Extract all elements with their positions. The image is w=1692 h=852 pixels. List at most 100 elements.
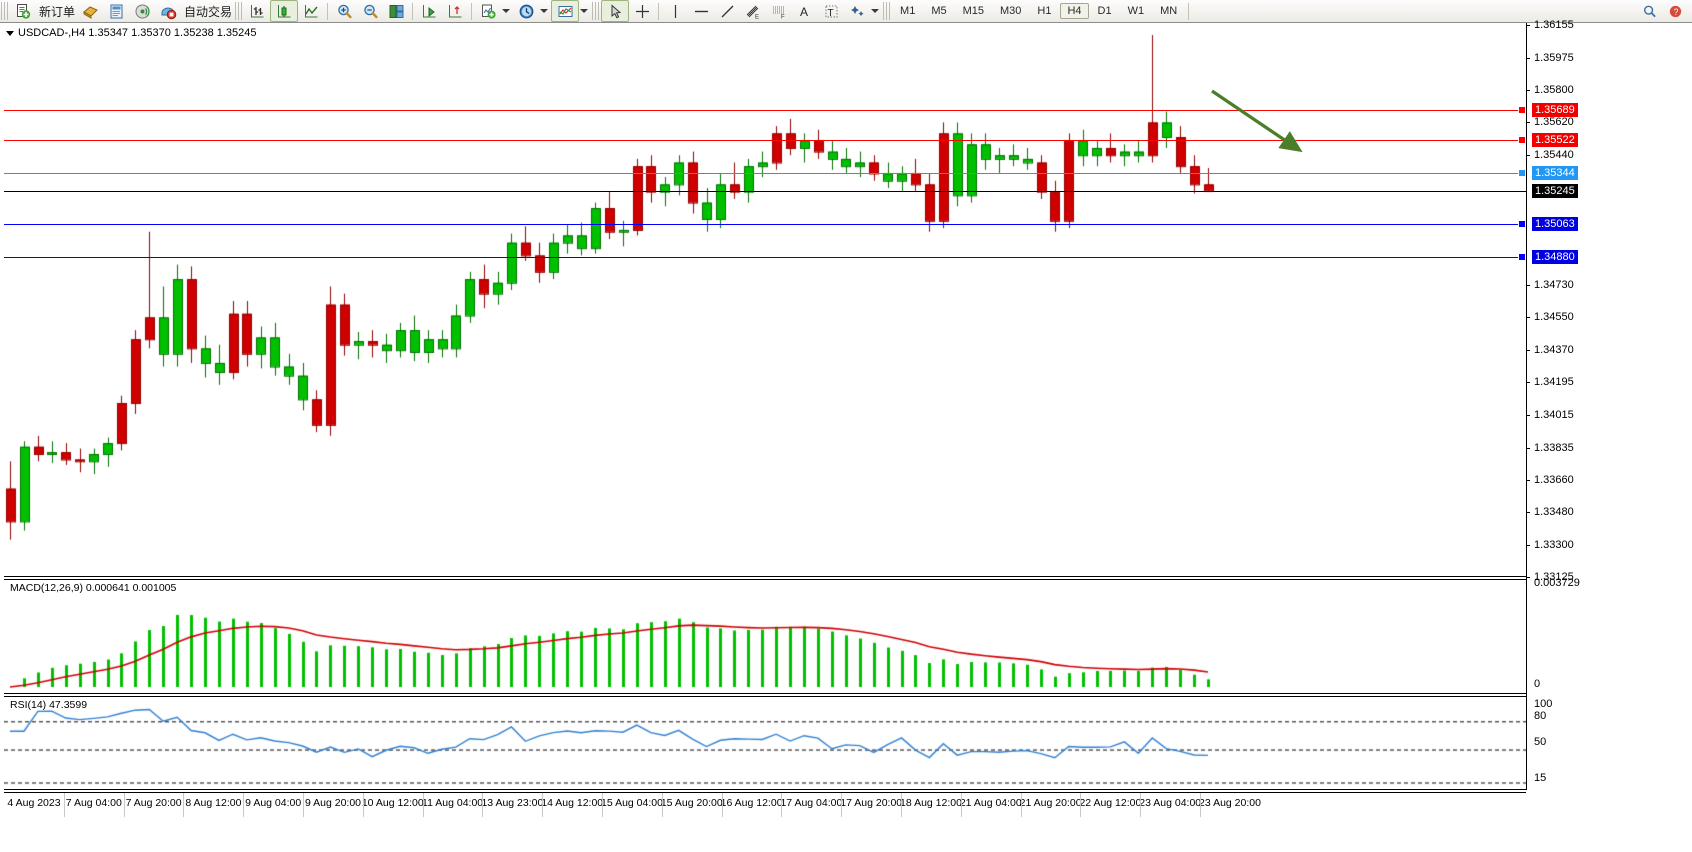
chevron-down-icon[interactable] [502, 9, 511, 13]
price-axis-tick [1526, 317, 1530, 319]
trendline-button[interactable] [714, 1, 740, 21]
time-axis-label: 23 Aug 04:00 [1139, 797, 1202, 809]
timeframe-h1-button[interactable]: H1 [1037, 5, 1052, 17]
search-button[interactable] [1636, 1, 1662, 21]
toolbar-grip-4[interactable] [883, 2, 891, 20]
period-button[interactable] [513, 1, 539, 21]
candlestick-chart-button[interactable] [270, 0, 299, 22]
chart-menu-caret-icon[interactable] [6, 30, 14, 36]
price-tag-support[interactable]: 1.35063 [1532, 216, 1578, 231]
auto-scroll-button[interactable] [416, 1, 442, 21]
rsi-pane-inner: RSI(14) 47.3599 [4, 697, 1526, 789]
time-axis-separator [1080, 793, 1082, 817]
cursor-button[interactable] [601, 0, 630, 22]
toolbar-grip-3[interactable] [592, 2, 600, 20]
macd-pane[interactable]: MACD(12,26,9) 0.000641 0.001005 [4, 579, 1526, 694]
time-axis-separator [362, 793, 364, 817]
toolbar-separator-2 [412, 2, 414, 20]
price-axis-label: 1.35620 [1534, 116, 1574, 129]
price-tag-bid[interactable]: 1.35344 [1532, 165, 1578, 180]
time-axis-separator [1020, 793, 1022, 817]
timeframe-h4-button[interactable]: H4 [1060, 3, 1089, 19]
price-axis-label: 1.35440 [1534, 149, 1574, 162]
autotrading-button[interactable] [155, 1, 181, 21]
price-tag-support[interactable]: 1.34880 [1532, 250, 1578, 265]
price-axis-label: 1.34015 [1534, 408, 1574, 421]
price-axis-tick [1526, 155, 1530, 157]
time-axis-label: 17 Aug 20:00 [840, 797, 903, 809]
time-axis-separator [422, 793, 424, 817]
templates-icon [558, 5, 573, 17]
timeframe-d1-button[interactable]: D1 [1097, 5, 1112, 17]
price-level-line-last[interactable] [4, 190, 1526, 192]
auto-scroll-icon [422, 4, 436, 17]
fibonacci-button[interactable]: F [766, 1, 792, 21]
expert-advisors-button[interactable] [77, 1, 103, 21]
shapes-button[interactable] [844, 1, 870, 21]
chevron-down-icon-3[interactable] [580, 9, 589, 13]
svg-text:E: E [755, 14, 759, 20]
new-order-button[interactable] [10, 1, 36, 21]
chevron-down-icon-4[interactable] [871, 9, 880, 13]
zoom-out-button[interactable] [357, 1, 383, 21]
tile-windows-icon [389, 4, 404, 18]
price-level-handle[interactable] [1518, 168, 1526, 177]
time-axis-label: 7 Aug 04:00 [65, 797, 122, 809]
chevron-down-icon-2[interactable] [540, 9, 549, 13]
line-chart-button[interactable] [298, 1, 324, 21]
text-button[interactable]: A [792, 1, 818, 21]
rsi-axis-label: 15 [1534, 772, 1547, 784]
metaeditor-button[interactable] [103, 1, 129, 21]
chart-window[interactable]: USDCAD-,H4 1.35347 1.35370 1.35238 1.352… [0, 19, 1692, 852]
toolbar-grip[interactable] [1, 2, 8, 20]
equidistant-channel-button[interactable]: E [740, 1, 766, 21]
timeframe-m5-button[interactable]: M5 [931, 5, 947, 17]
price-level-handle[interactable] [1518, 253, 1526, 262]
add-indicator-button[interactable] [475, 1, 501, 21]
timeframe-m30-button[interactable]: M30 [1000, 5, 1022, 17]
price-tag-resistance[interactable]: 1.35689 [1532, 102, 1578, 117]
price-axis-tick [1526, 479, 1530, 481]
price-level-handle[interactable] [1518, 105, 1526, 114]
tile-windows-button[interactable] [383, 1, 409, 21]
price-level-handle[interactable] [1518, 219, 1526, 228]
price-tag-last[interactable]: 1.35245 [1532, 183, 1578, 198]
help-button[interactable]: ? [1662, 1, 1688, 21]
price-axis-label: 1.34195 [1534, 376, 1574, 389]
templates-button[interactable] [551, 0, 580, 22]
price-axis-tick [1526, 447, 1530, 449]
text-label-button[interactable]: T [818, 1, 844, 21]
cursor-arrow-icon [611, 3, 621, 18]
time-axis-label: 22 Aug 12:00 [1079, 797, 1142, 809]
price-axis[interactable]: 1.36155 1.35975 1.35800 1.35620 1.35440 1.352… [1526, 19, 1692, 852]
chart-shift-button[interactable] [442, 1, 468, 21]
signals-button[interactable] [129, 1, 155, 21]
price-level-line-bid[interactable] [4, 172, 1526, 174]
horizontal-line-button[interactable] [688, 1, 714, 21]
bar-chart-button[interactable] [244, 1, 270, 21]
svg-text:T: T [827, 8, 833, 19]
toolbar-grip-2[interactable] [235, 2, 243, 20]
price-level-handle[interactable] [1518, 136, 1526, 145]
vertical-line-button[interactable] [662, 1, 688, 21]
autotrading-icon [161, 6, 176, 19]
price-level-line-support[interactable] [4, 223, 1526, 225]
price-level-line-resistance[interactable] [4, 109, 1526, 111]
zoom-in-icon [337, 4, 352, 18]
text-label-icon: T [825, 5, 838, 19]
timeframe-w1-button[interactable]: W1 [1127, 5, 1145, 17]
timeframe-mn-button[interactable]: MN [1160, 5, 1178, 17]
price-level-line-resistance[interactable] [4, 140, 1526, 142]
timeframe-m15-button[interactable]: M15 [962, 5, 984, 17]
time-axis-label: 14 Aug 12:00 [541, 797, 604, 809]
zoom-in-button[interactable] [331, 1, 357, 21]
timeframe-m1-button[interactable]: M1 [900, 5, 916, 17]
annotation-arrow[interactable] [1200, 83, 1340, 163]
rsi-pane[interactable]: RSI(14) 47.3599 [4, 696, 1526, 790]
svg-text:A: A [800, 5, 808, 19]
time-axis[interactable]: 4 Aug 2023 7 Aug 04:00 7 Aug 20:00 8 Aug 12… [4, 792, 1526, 819]
price-pane[interactable] [4, 25, 1526, 577]
price-tag-resistance[interactable]: 1.35522 [1532, 133, 1578, 148]
crosshair-button[interactable] [629, 1, 655, 21]
price-level-line-support[interactable] [4, 257, 1526, 259]
